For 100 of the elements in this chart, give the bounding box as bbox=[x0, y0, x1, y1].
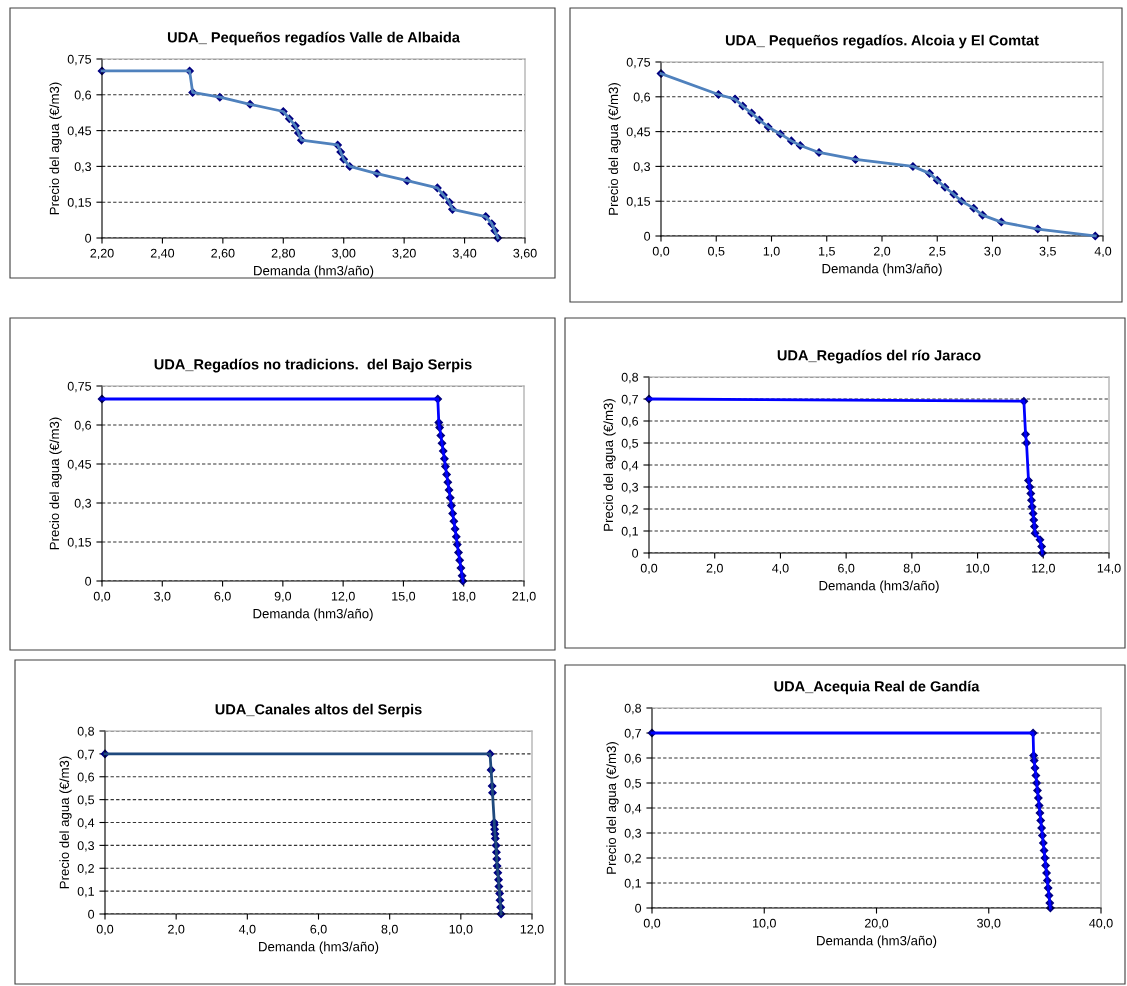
y-tick-label: 0,75 bbox=[626, 57, 651, 69]
x-tick-label: 21,0 bbox=[512, 591, 536, 603]
x-tick-label: 6,0 bbox=[310, 924, 327, 936]
y-axis-title: Precio del agua (€/m3) bbox=[603, 399, 616, 531]
y-tick-label: 0,6 bbox=[77, 772, 95, 783]
x-tick-label: 2,20 bbox=[90, 248, 114, 260]
y-tick-label: 0,3 bbox=[633, 162, 651, 173]
x-tick-label: 0,5 bbox=[708, 246, 725, 258]
y-tick-label: 0,6 bbox=[633, 92, 651, 103]
x-tick-label: 12,0 bbox=[331, 591, 355, 603]
y-tick-label: 0,8 bbox=[621, 372, 639, 384]
x-tick-label: 0,0 bbox=[640, 563, 658, 575]
y-tick-label: 0,5 bbox=[77, 795, 95, 806]
x-tick-label: 40,0 bbox=[1089, 918, 1113, 930]
y-tick-label: 0,7 bbox=[77, 749, 94, 760]
y-tick-label: 0,3 bbox=[74, 162, 92, 173]
y-tick-label: 0,4 bbox=[77, 818, 95, 829]
x-tick-label: 10,0 bbox=[449, 924, 473, 936]
x-tick-label: 1,5 bbox=[819, 246, 835, 258]
x-tick-label: 3,00 bbox=[332, 248, 356, 260]
x-tick-label: 3,40 bbox=[452, 248, 477, 260]
x-tick-label: 10,0 bbox=[753, 918, 776, 930]
y-axis-title: Precio del agua (€/m3) bbox=[59, 756, 72, 889]
x-tick-label: 6,0 bbox=[838, 563, 855, 575]
y-tick-label: 0 bbox=[632, 548, 639, 558]
x-tick-label: 0,0 bbox=[652, 246, 670, 258]
x-tick-label: 2,80 bbox=[271, 248, 295, 260]
y-tick-label: 0,7 bbox=[624, 728, 641, 740]
y-tick-label: 0,2 bbox=[77, 864, 94, 875]
x-tick-label: 18,0 bbox=[452, 591, 476, 603]
y-axis-title: Precio del agua (€/m3) bbox=[606, 742, 619, 874]
y-tick-label: 0 bbox=[88, 909, 95, 919]
y-axis-title: Precio del agua (€/m3) bbox=[608, 83, 621, 215]
y-tick-label: 0,3 bbox=[624, 828, 642, 840]
y-tick-label: 0 bbox=[644, 231, 651, 241]
x-tick-label: 4,0 bbox=[238, 924, 256, 936]
y-tick-label: 0,3 bbox=[621, 482, 639, 494]
y-tick-label: 0 bbox=[635, 903, 642, 913]
chart-title: UDA_ Pequeños regadíos. Alcoia y El Comtat bbox=[725, 34, 1039, 49]
y-tick-label: 0,15 bbox=[626, 197, 651, 208]
x-axis-title: Demanda (hm3/año) bbox=[822, 263, 942, 276]
y-tick-label: 0,4 bbox=[624, 803, 642, 815]
x-tick-label: 20,0 bbox=[864, 918, 889, 930]
x-tick-label: 3,0 bbox=[984, 246, 1001, 258]
chart-title: UDA_Regadíos no tradicions. del Bajo Serpis bbox=[154, 358, 472, 373]
y-tick-label: 0,1 bbox=[621, 526, 638, 538]
x-tick-label: 0,0 bbox=[96, 924, 114, 936]
y-axis-title: Precio del agua (€/m3) bbox=[49, 82, 62, 215]
y-tick-label: 0,2 bbox=[624, 853, 641, 865]
x-tick-label: 3,5 bbox=[1039, 246, 1056, 258]
y-tick-label: 0,8 bbox=[624, 703, 642, 715]
x-tick-label: 2,5 bbox=[929, 246, 946, 258]
x-tick-label: 2,0 bbox=[168, 924, 185, 936]
y-tick-label: 0,2 bbox=[621, 504, 638, 516]
x-tick-label: 10,0 bbox=[966, 563, 990, 575]
y-tick-label: 0,1 bbox=[77, 886, 94, 898]
y-tick-label: 0,45 bbox=[67, 459, 92, 471]
chart-title: UDA_Canales altos del Serpis bbox=[215, 703, 422, 718]
y-tick-label: 0,6 bbox=[74, 420, 92, 432]
x-tick-label: 8,0 bbox=[903, 563, 921, 575]
x-axis-title: Demanda (hm3/año) bbox=[254, 265, 374, 278]
x-tick-label: 15,0 bbox=[392, 591, 416, 603]
x-axis-title: Demanda (hm3/año) bbox=[259, 941, 379, 954]
x-tick-label: 1,0 bbox=[763, 246, 780, 258]
x-tick-label: 12,0 bbox=[520, 924, 544, 936]
x-tick-label: 14,0 bbox=[1097, 563, 1121, 575]
y-tick-label: 0,6 bbox=[624, 753, 642, 765]
y-tick-label: 0,15 bbox=[67, 537, 92, 549]
x-tick-label: 9,0 bbox=[274, 591, 292, 603]
y-tick-label: 0,45 bbox=[626, 127, 651, 138]
y-tick-label: 0,45 bbox=[67, 126, 92, 137]
y-tick-label: 0,75 bbox=[67, 381, 92, 393]
x-tick-label: 12,0 bbox=[1032, 563, 1055, 575]
x-tick-label: 6,0 bbox=[214, 591, 231, 603]
x-axis-title: Demanda (hm3/año) bbox=[817, 935, 937, 948]
y-tick-label: 0,4 bbox=[621, 460, 639, 472]
y-tick-label: 0,15 bbox=[67, 198, 92, 209]
y-tick-label: 0,3 bbox=[74, 498, 92, 510]
y-tick-label: 0,6 bbox=[74, 90, 92, 101]
x-axis-title: Demanda (hm3/año) bbox=[253, 608, 373, 621]
x-tick-label: 8,0 bbox=[381, 924, 398, 936]
x-tick-label: 2,0 bbox=[873, 246, 891, 258]
y-axis-title: Precio del agua (€/m3) bbox=[49, 417, 62, 550]
x-tick-label: 2,40 bbox=[150, 248, 175, 260]
y-tick-label: 0,75 bbox=[67, 54, 92, 66]
x-tick-label: 2,60 bbox=[211, 248, 235, 260]
y-tick-label: 0 bbox=[85, 233, 92, 243]
x-tick-label: 3,20 bbox=[392, 248, 416, 260]
y-tick-label: 0 bbox=[85, 576, 92, 586]
x-tick-label: 3,60 bbox=[513, 248, 537, 260]
chart-title: UDA_Acequia Real de Gandía bbox=[774, 680, 980, 695]
x-tick-label: 0,0 bbox=[643, 918, 661, 930]
x-tick-label: 0,0 bbox=[93, 591, 111, 603]
x-tick-label: 4,0 bbox=[1094, 246, 1112, 258]
y-tick-label: 0,5 bbox=[624, 778, 642, 790]
x-tick-label: 3,0 bbox=[154, 591, 171, 603]
x-axis-title: Demanda (hm3/año) bbox=[819, 580, 939, 593]
y-tick-label: 0,6 bbox=[621, 416, 639, 428]
y-tick-label: 0,5 bbox=[621, 438, 639, 450]
y-tick-label: 0,1 bbox=[624, 878, 641, 890]
